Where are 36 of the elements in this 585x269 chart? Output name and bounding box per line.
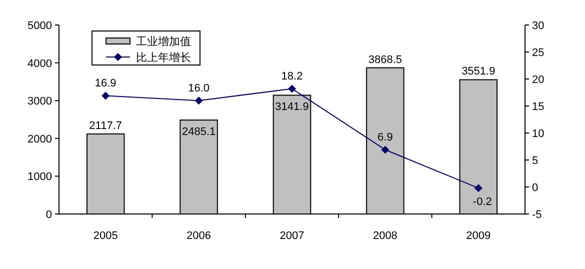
legend-label: 工业增加值 [136, 35, 191, 48]
y-tick-label: 2000 [28, 133, 52, 146]
y2-tick-label: -5 [532, 209, 542, 221]
point [194, 96, 203, 105]
y2-tick-label: 5 [532, 155, 538, 167]
data-label: 18.2 [281, 70, 303, 83]
y2-tick-label: 10 [532, 128, 544, 140]
y2-tick-label: 30 [532, 20, 544, 32]
y2-tick-label: 25 [532, 47, 544, 59]
y-tick-label: 1000 [28, 171, 52, 184]
x-tick-label: 2009 [466, 230, 491, 242]
point [102, 92, 110, 100]
data-label: 2117.7 [89, 120, 122, 132]
legend-label: 比上年增长 [136, 51, 191, 64]
x-tick-label: 2005 [93, 230, 118, 242]
data-label: -0.2 [472, 196, 492, 208]
y-tick-label: 3000 [28, 96, 52, 108]
data-label: 3551.9 [462, 66, 496, 78]
x-tick-label: 2008 [372, 230, 398, 242]
data-label: 16.0 [188, 82, 210, 95]
data-label: 6.9 [378, 132, 393, 144]
y2-tick-label: 0 [532, 182, 538, 194]
y2-tick-label: 20 [532, 74, 544, 86]
point [381, 146, 390, 154]
x-tick-label: 2007 [280, 230, 304, 242]
data-label: 3868.5 [368, 54, 402, 66]
data-label: 16.9 [94, 78, 116, 90]
y-tick-label: 0 [46, 209, 52, 221]
data-label: 2485.1 [182, 126, 216, 138]
y2-tick-label: 15 [532, 101, 544, 113]
point [474, 184, 482, 192]
data-label: 3141.9 [275, 101, 309, 114]
x-tick-label: 2006 [186, 230, 212, 242]
y-tick-label: 5000 [28, 20, 52, 32]
y-tick-label: 4000 [28, 58, 52, 70]
point [288, 84, 296, 93]
